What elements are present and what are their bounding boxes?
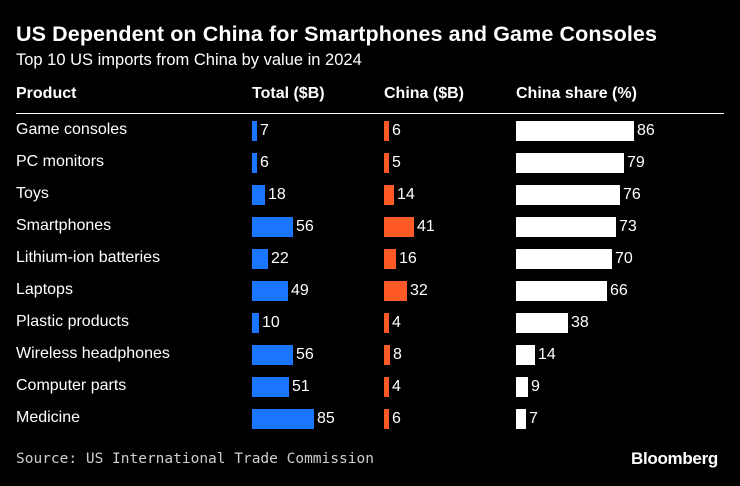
table-row: Toys 18 14 76 [0,178,740,210]
total-bar [252,377,289,397]
china-value: 16 [399,250,417,267]
share-value: 66 [610,282,628,299]
share-value: 70 [615,250,633,267]
product-label: Lithium-ion batteries [16,249,161,266]
table-row: Game consoles 7 6 86 [0,114,740,146]
total-value: 51 [292,378,310,395]
total-bar [252,217,293,237]
china-value: 32 [410,282,428,299]
source-note: Source: US International Trade Commissio… [16,451,374,467]
product-label: Game consoles [16,121,128,138]
china-value: 14 [397,186,415,203]
bloomberg-logo: Bloomberg [630,449,718,468]
share-bar [516,281,607,301]
share-value: 38 [571,314,589,331]
share-value: 79 [627,154,645,171]
china-bar [384,345,390,365]
table-row: Laptops 49 32 66 [0,274,740,306]
china-bar [384,249,396,269]
table-row: Computer parts 51 4 9 [0,370,740,402]
share-value: 86 [637,122,655,139]
total-bar [252,281,288,301]
china-bar [384,153,389,173]
total-value: 56 [296,218,314,235]
share-bar [516,313,568,333]
china-bar [384,313,389,333]
table-row: Medicine 85 6 7 [0,402,740,434]
china-value: 5 [392,154,401,171]
china-value: 8 [393,346,402,363]
table-row: Wireless headphones 56 8 14 [0,338,740,370]
total-bar [252,409,314,429]
total-value: 49 [291,282,309,299]
total-value: 56 [296,346,314,363]
header-product: Product [16,85,77,102]
china-value: 4 [392,314,401,331]
total-value: 85 [317,410,335,427]
share-value: 7 [529,410,538,427]
chart-subtitle: Top 10 US imports from China by value in… [16,51,362,69]
total-value: 22 [271,250,289,267]
total-value: 18 [268,186,286,203]
share-bar [516,377,528,397]
china-bar [384,185,394,205]
product-label: PC monitors [16,153,105,170]
share-bar [516,249,612,269]
share-value: 14 [538,346,556,363]
china-value: 4 [392,378,401,395]
product-label: Wireless headphones [16,345,170,362]
header-china: China ($B) [384,85,464,102]
total-bar [252,345,293,365]
share-bar [516,217,616,237]
china-bar [384,121,389,141]
product-label: Smartphones [16,217,112,234]
share-bar [516,153,624,173]
header-share: China share (%) [516,85,637,102]
share-bar [516,345,535,365]
product-label: Computer parts [16,377,127,394]
total-bar [252,185,265,205]
table-row: Smartphones 56 41 73 [0,210,740,242]
chart-title: US Dependent on China for Smartphones an… [16,22,658,46]
china-bar [384,217,414,237]
header-rule [16,113,724,114]
total-bar [252,313,259,333]
china-bar [384,377,389,397]
total-bar [252,249,268,269]
share-value: 9 [531,378,540,395]
table-row: PC monitors 6 5 79 [0,146,740,178]
china-value: 6 [392,410,401,427]
product-label: Plastic products [16,313,129,330]
total-bar [252,121,257,141]
total-value: 7 [260,122,269,139]
header-total: Total ($B) [252,85,325,102]
product-label: Medicine [16,409,81,426]
china-value: 6 [392,122,401,139]
china-value: 41 [417,218,435,235]
total-value: 10 [262,314,280,331]
share-bar [516,409,526,429]
table-row: Lithium-ion batteries 22 16 70 [0,242,740,274]
total-bar [252,153,257,173]
china-bar [384,281,407,301]
share-value: 76 [623,186,641,203]
share-value: 73 [619,218,637,235]
product-label: Toys [16,185,49,202]
china-bar [384,409,389,429]
product-label: Laptops [16,281,73,298]
total-value: 6 [260,154,269,171]
share-bar [516,185,620,205]
share-bar [516,121,634,141]
table-row: Plastic products 10 4 38 [0,306,740,338]
